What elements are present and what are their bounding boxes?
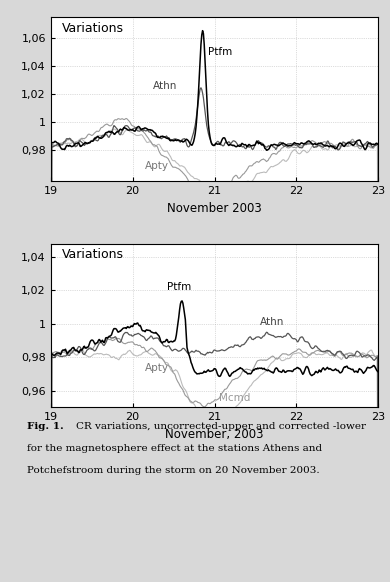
Text: Athn: Athn xyxy=(153,81,177,91)
Text: Apty: Apty xyxy=(145,161,169,171)
Text: Apty: Apty xyxy=(145,363,169,372)
Text: Ptfm: Ptfm xyxy=(208,47,232,57)
Text: Potchefstroom during the storm on 20 November 2003.: Potchefstroom during the storm on 20 Nov… xyxy=(27,466,320,475)
Text: Fig. 1.: Fig. 1. xyxy=(27,422,64,431)
X-axis label: November, 2003: November, 2003 xyxy=(165,428,264,441)
Text: Variations: Variations xyxy=(62,22,124,36)
Text: Mcmd: Mcmd xyxy=(219,393,250,403)
Text: Variations: Variations xyxy=(62,249,124,261)
Text: Ptfm: Ptfm xyxy=(167,282,191,292)
X-axis label: November 2003: November 2003 xyxy=(167,202,262,215)
Text: Mcmd: Mcmd xyxy=(0,581,1,582)
Text: CR variations, uncorrected-upper and corrected -lower: CR variations, uncorrected-upper and cor… xyxy=(76,422,366,431)
Text: for the magnetosphere effect at the stations Athens and: for the magnetosphere effect at the stat… xyxy=(27,444,323,453)
Text: Athn: Athn xyxy=(260,317,284,328)
